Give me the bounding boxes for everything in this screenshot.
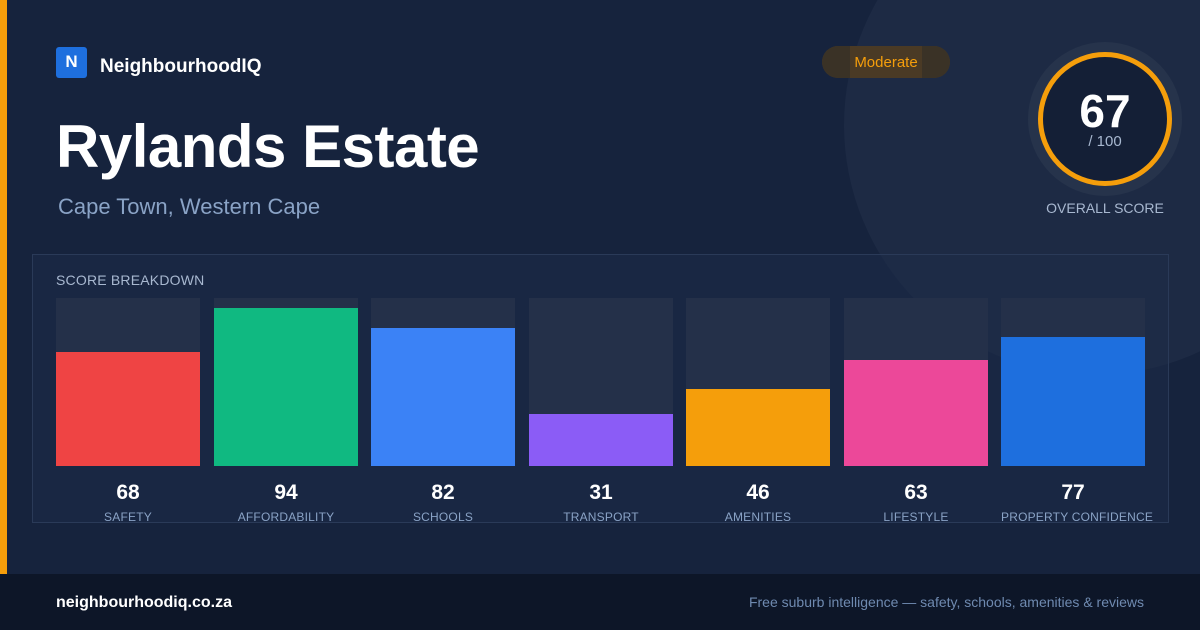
score-ring [1038,52,1172,186]
bar-fill-safety [56,352,200,466]
bar-affordability: 94 AFFORDABILITY [214,298,358,524]
overall-score-value: 67 [1079,85,1131,137]
bar-value-safety: 68 [116,481,140,504]
bar-label-transport: TRANSPORT [563,510,639,524]
bar-track [686,298,830,466]
hero-card: N NeighbourhoodIQ Rylands Estate Cape To… [0,0,1172,574]
brand-name: NeighbourhoodIQ [100,56,262,77]
footer: neighbourhoodiq.co.za Free suburb intell… [0,574,1200,630]
bar-value-lifestyle: 63 [904,481,928,504]
brand-logo-icon: N [56,46,87,78]
bar-track [1001,298,1145,466]
bar-value-property-confidence: 77 [1061,481,1085,504]
footer-tagline: Free suburb intelligence — safety, schoo… [748,594,1144,610]
bar-value-schools: 82 [431,481,455,504]
bar-label-lifestyle: LIFESTYLE [883,510,949,524]
suburb-location: Cape Town, Western Cape [58,194,321,219]
accent-bar [0,0,7,574]
bar-fill-property-confidence [1001,337,1145,466]
bar-fill-schools [371,328,515,466]
bar-track [844,298,988,466]
bar-property-confidence: 77 PROPERTY CONFIDENCE [1001,298,1154,524]
bar-fill-lifestyle [844,360,988,466]
bar-lifestyle: 63 LIFESTYLE [844,298,988,524]
score-breakdown-title: SCORE BREAKDOWN [56,272,205,288]
bar-label-safety: SAFETY [104,510,152,524]
suburb-title: Rylands Estate [56,113,480,180]
bar-track [371,298,515,466]
bar-label-schools: SCHOOLS [412,510,474,524]
rating-badge: Moderate [822,46,950,78]
bar-schools: 82 SCHOOLS [371,298,515,524]
footer-url[interactable]: neighbourhoodiq.co.za [56,594,232,611]
bar-label-affordability: AFFORDABILITY [237,510,335,524]
bar-track [529,298,673,466]
bar-safety: 68 SAFETY [56,298,200,524]
brand: N NeighbourhoodIQ [56,46,261,78]
bar-value-transport: 31 [589,481,613,504]
overall-score-label: OVERALL SCORE [1046,200,1164,216]
bar-value-amenities: 46 [746,481,770,504]
bar-label-property-confidence: PROPERTY CONFIDENCE [1001,510,1154,524]
bar-fill-affordability [214,308,358,466]
bar-value-affordability: 94 [274,481,298,504]
bar-transport: 31 TRANSPORT [529,298,673,524]
bar-fill-amenities [686,389,830,466]
bar-track [214,298,358,466]
bar-amenities: 46 AMENITIES [686,298,830,524]
rating-badge-label: Moderate [854,53,918,71]
bar-label-amenities: AMENITIES [724,510,792,524]
bar-track [56,298,200,466]
bar-fill-transport [529,414,673,466]
overall-score-max: / 100 [1088,133,1122,150]
